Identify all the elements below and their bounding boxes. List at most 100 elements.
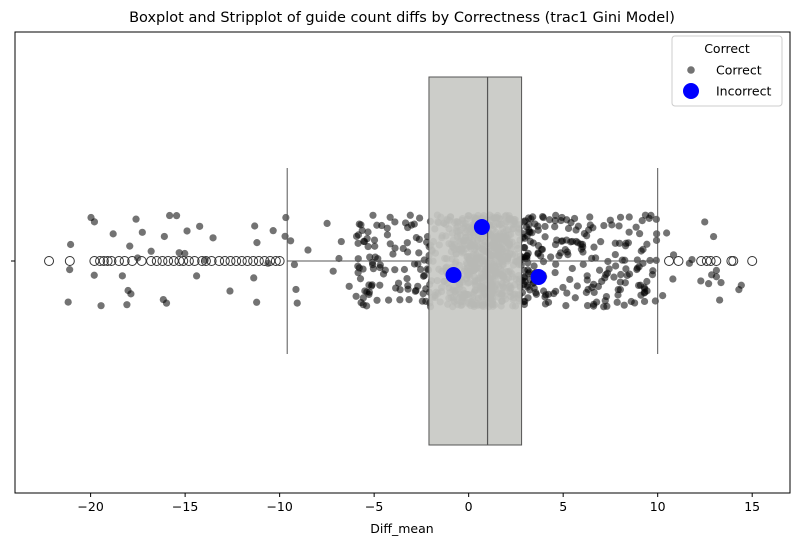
correct-point <box>159 295 167 304</box>
correct-point <box>697 277 705 285</box>
correct-point <box>403 274 411 283</box>
outlier-point <box>231 256 242 266</box>
correct-point <box>323 219 331 228</box>
correct-point <box>685 259 693 267</box>
correct-point <box>359 294 367 302</box>
correct-point <box>521 297 529 305</box>
correct-point <box>555 252 563 260</box>
correct-point <box>405 295 413 304</box>
correct-point <box>652 236 661 244</box>
correct-point <box>360 237 368 246</box>
correct-point <box>633 265 641 274</box>
correct-point <box>352 292 360 300</box>
outlier-point <box>183 256 194 266</box>
correct-point <box>386 240 394 248</box>
correct-point <box>539 213 547 222</box>
correct-point <box>597 238 605 246</box>
legend-frame <box>671 35 783 107</box>
x-tick-label: −10 <box>266 499 292 514</box>
correct-point <box>90 271 98 279</box>
legend-label-incorrect: Incorrect <box>716 84 771 99</box>
correct-point <box>97 302 105 310</box>
correct-point <box>414 260 422 268</box>
outlier-point <box>274 256 285 266</box>
correct-point <box>588 254 596 262</box>
correct-point <box>709 232 718 241</box>
correct-point <box>364 242 372 251</box>
correct-point <box>624 239 632 247</box>
correct-point <box>547 253 555 261</box>
correct-point <box>568 264 576 273</box>
incorrect-point <box>473 219 490 235</box>
x-tick-label: −20 <box>77 499 103 514</box>
correct-point <box>386 213 394 221</box>
correct-point <box>613 298 621 306</box>
correct-point <box>530 284 538 292</box>
correct-point <box>553 236 561 244</box>
outlier-point <box>253 256 264 266</box>
outlier-point <box>178 256 189 266</box>
correct-point <box>193 272 201 280</box>
correct-point <box>521 243 529 252</box>
outlier-point <box>705 256 716 266</box>
correct-point <box>705 280 713 288</box>
correct-point <box>67 240 75 249</box>
correct-point <box>389 250 397 258</box>
correct-point <box>559 283 567 292</box>
correct-point <box>253 239 261 247</box>
correct-point <box>620 301 628 309</box>
plot-area <box>14 31 791 494</box>
correct-point <box>209 234 217 242</box>
correct-point <box>601 297 609 305</box>
correct-point <box>614 285 622 294</box>
correct-point <box>564 224 573 233</box>
correct-point <box>573 282 581 290</box>
correct-point <box>523 232 531 240</box>
correct-point <box>226 287 234 295</box>
correct-point <box>251 222 259 230</box>
correct-point <box>583 272 591 280</box>
correct-point <box>646 256 654 265</box>
legend-marker-correct <box>687 66 695 74</box>
correct-point <box>717 279 725 287</box>
correct-point <box>652 215 660 223</box>
correct-point <box>406 211 414 219</box>
correct-point <box>638 216 646 225</box>
correct-point <box>376 281 384 289</box>
correct-point <box>523 281 531 289</box>
correct-point <box>523 251 531 260</box>
correct-point <box>66 266 74 274</box>
outlier-point <box>163 256 174 266</box>
correct-point <box>383 224 391 232</box>
correct-point <box>183 227 191 235</box>
box-iqr <box>428 76 523 446</box>
correct-point <box>589 302 598 310</box>
correct-point <box>337 237 345 246</box>
outlier-point <box>270 256 281 266</box>
correct-point <box>600 221 608 230</box>
correct-point <box>160 232 168 241</box>
correct-point <box>564 251 572 259</box>
correct-point <box>579 248 587 256</box>
incorrect-point <box>445 267 462 283</box>
correct-point <box>552 260 560 268</box>
correct-point <box>364 228 372 236</box>
outlier-point <box>44 256 55 266</box>
correct-point <box>712 266 721 274</box>
correct-point <box>124 286 132 295</box>
correct-point <box>404 285 412 293</box>
outlier-point <box>747 256 758 266</box>
correct-point <box>356 275 365 283</box>
correct-point <box>376 263 384 272</box>
correct-point <box>643 287 651 295</box>
correct-point <box>601 274 609 282</box>
correct-point <box>292 285 300 294</box>
correct-point <box>422 297 430 305</box>
correct-point <box>623 271 631 280</box>
correct-point <box>530 262 538 270</box>
correct-point <box>585 226 593 234</box>
correct-point <box>541 293 549 301</box>
correct-point <box>637 291 645 299</box>
correct-point <box>357 221 365 229</box>
